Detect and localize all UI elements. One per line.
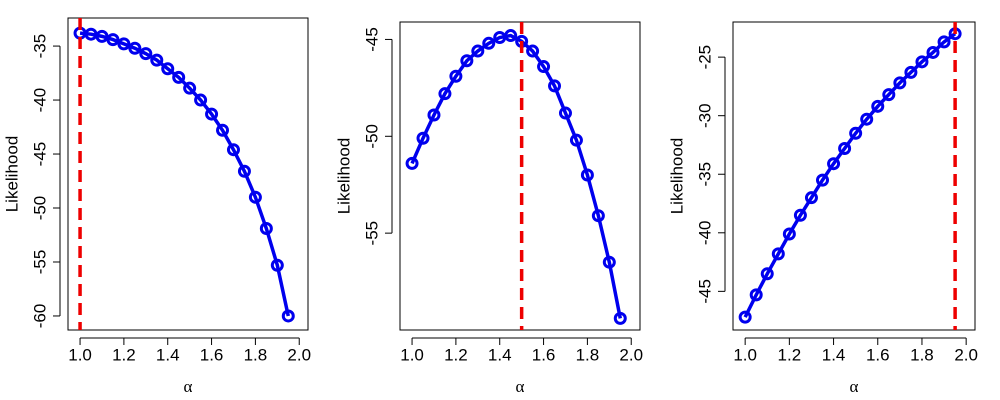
point	[237, 164, 251, 178]
point	[804, 191, 818, 205]
y-tick-label: -50	[30, 196, 49, 221]
point	[738, 310, 752, 324]
point	[205, 107, 219, 121]
x-tick-label: 1.0	[400, 345, 424, 364]
x-tick-label: 2.0	[619, 345, 643, 364]
point	[893, 76, 907, 90]
x-tick-label: 1.4	[156, 345, 180, 364]
point	[537, 60, 551, 74]
plot-box	[67, 17, 309, 331]
point	[449, 69, 463, 83]
point	[504, 29, 518, 43]
point	[226, 143, 240, 157]
x-tick-label: 1.6	[532, 345, 556, 364]
x-tick-label: 1.6	[866, 345, 890, 364]
point	[139, 47, 153, 61]
y-axis-label: Likelihood	[334, 138, 353, 215]
point	[427, 108, 441, 122]
y-tick-label: -60	[30, 304, 49, 329]
point	[838, 141, 852, 155]
point	[602, 255, 616, 269]
point	[183, 81, 197, 95]
point	[161, 62, 175, 76]
point	[569, 133, 583, 147]
x-axis-label: α	[516, 377, 525, 396]
point	[172, 70, 186, 84]
x-tick-label: 1.4	[488, 345, 512, 364]
point	[749, 288, 763, 302]
point	[782, 227, 796, 241]
point	[760, 267, 774, 281]
line	[743, 32, 957, 318]
point	[860, 112, 874, 126]
point	[827, 157, 841, 171]
x-axis-label: α	[850, 377, 859, 396]
point	[259, 222, 273, 236]
point	[270, 258, 284, 272]
y-tick-label: -45	[362, 27, 381, 52]
point	[904, 65, 918, 79]
point	[106, 33, 120, 47]
point	[548, 79, 562, 93]
x-tick-label: 1.0	[68, 345, 92, 364]
y-tick-label: -45	[30, 142, 49, 167]
point	[613, 311, 627, 325]
point	[216, 123, 230, 137]
x-tick-label: 1.2	[444, 345, 468, 364]
point	[580, 168, 594, 182]
y-tick-label: -55	[30, 250, 49, 275]
line	[410, 33, 622, 319]
y-tick-label: -55	[362, 221, 381, 246]
point	[95, 29, 109, 43]
point	[405, 156, 419, 170]
point	[793, 208, 807, 222]
point	[915, 55, 929, 69]
x-tick-label: 1.0	[733, 345, 757, 364]
y-tick-label: -45	[695, 279, 714, 304]
point	[882, 88, 896, 102]
point	[128, 41, 142, 55]
x-tick-label: 1.2	[778, 345, 802, 364]
y-tick-label: -40	[695, 221, 714, 246]
x-tick-label: 1.8	[244, 345, 268, 364]
y-tick-label: -35	[30, 34, 49, 59]
point	[937, 35, 951, 49]
point	[281, 309, 295, 323]
point	[248, 190, 262, 204]
point	[460, 54, 474, 68]
y-axis-label: Likelihood	[2, 136, 21, 213]
point	[558, 106, 572, 120]
point	[416, 131, 430, 145]
point	[471, 44, 485, 58]
x-tick-label: 1.6	[200, 345, 224, 364]
y-tick-label: -40	[30, 88, 49, 113]
x-tick-label: 1.8	[576, 345, 600, 364]
x-tick-label: 1.2	[112, 345, 136, 364]
x-tick-label: 1.4	[822, 345, 846, 364]
y-axis-label: Likelihood	[667, 138, 686, 215]
y-tick-label: -30	[695, 103, 714, 128]
point	[482, 36, 496, 50]
point	[849, 126, 863, 140]
x-tick-label: 2.0	[954, 345, 978, 364]
y-tick-label: -35	[695, 162, 714, 187]
point	[438, 87, 452, 101]
point	[816, 173, 830, 187]
plot-box	[732, 21, 976, 331]
x-axis-label: α	[184, 377, 193, 396]
point	[526, 44, 540, 58]
point	[117, 37, 131, 51]
x-tick-label: 2.0	[287, 345, 311, 364]
point	[871, 99, 885, 113]
point	[771, 247, 785, 261]
point	[591, 209, 605, 223]
point	[150, 53, 164, 67]
y-tick-label: -50	[362, 124, 381, 149]
y-tick-label: -25	[695, 45, 714, 70]
point	[926, 45, 940, 59]
point	[194, 93, 208, 107]
x-tick-label: 1.8	[910, 345, 934, 364]
